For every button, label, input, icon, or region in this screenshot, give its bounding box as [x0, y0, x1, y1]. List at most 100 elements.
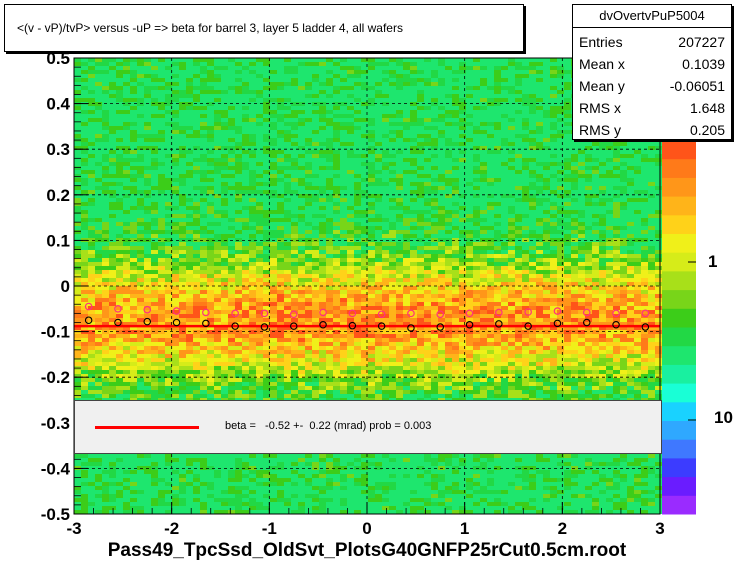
heatmap-cell — [445, 218, 452, 222]
heatmap-cell — [102, 110, 109, 114]
heatmap-cell — [333, 294, 340, 298]
heatmap-cell — [466, 150, 473, 154]
heatmap-cell — [207, 194, 214, 198]
heatmap-cell — [144, 294, 151, 298]
heatmap-cell — [557, 186, 564, 190]
heatmap-cell — [249, 206, 256, 210]
heatmap-cell — [494, 282, 501, 286]
heatmap-cell — [249, 198, 256, 202]
heatmap-cell — [445, 214, 452, 218]
heatmap-cell — [543, 58, 550, 62]
heatmap-cell — [599, 286, 606, 290]
heatmap-cell — [620, 210, 627, 214]
heatmap-cell — [508, 210, 515, 214]
heatmap-cell — [438, 110, 445, 114]
heatmap-cell — [74, 110, 81, 114]
heatmap-cell — [466, 134, 473, 138]
heatmap-cell — [158, 102, 165, 106]
heatmap-cell — [305, 126, 312, 130]
heatmap-cell — [158, 174, 165, 178]
heatmap-cell — [312, 274, 319, 278]
heatmap-cell — [417, 150, 424, 154]
heatmap-cell — [81, 258, 88, 262]
heatmap-cell — [508, 166, 515, 170]
heatmap-cell — [137, 146, 144, 150]
heatmap-cell — [137, 282, 144, 286]
heatmap-cell — [186, 82, 193, 86]
heatmap-cell — [172, 294, 179, 298]
heatmap-cell — [340, 70, 347, 74]
heatmap-cell — [186, 62, 193, 66]
heatmap-cell — [263, 230, 270, 234]
heatmap-cell — [165, 78, 172, 82]
heatmap-cell — [634, 270, 641, 274]
heatmap-cell — [557, 242, 564, 246]
heatmap-cell — [88, 162, 95, 166]
heatmap-cell — [410, 206, 417, 210]
heatmap-cell — [410, 234, 417, 238]
heatmap-cell — [277, 202, 284, 206]
heatmap-cell — [368, 234, 375, 238]
heatmap-cell — [403, 266, 410, 270]
heatmap-cell — [501, 282, 508, 286]
heatmap-cell — [431, 146, 438, 150]
heatmap-cell — [466, 154, 473, 158]
heatmap-cell — [130, 74, 137, 78]
heatmap-cell — [494, 170, 501, 174]
heatmap-cell — [410, 102, 417, 106]
heatmap-cell — [186, 254, 193, 258]
heatmap-cell — [466, 226, 473, 230]
heatmap-cell — [634, 154, 641, 158]
heatmap-cell — [81, 274, 88, 278]
heatmap-cell — [235, 290, 242, 294]
heatmap-cell — [431, 290, 438, 294]
heatmap-cell — [333, 122, 340, 126]
heatmap-cell — [403, 182, 410, 186]
heatmap-cell — [403, 98, 410, 102]
heatmap-cell — [550, 250, 557, 254]
heatmap-cell — [508, 230, 515, 234]
heatmap-cell — [347, 90, 354, 94]
heatmap-cell — [473, 178, 480, 182]
heatmap-cell — [249, 258, 256, 262]
heatmap-cell — [452, 130, 459, 134]
heatmap-cell — [508, 122, 515, 126]
heatmap-cell — [165, 82, 172, 86]
heatmap-cell — [130, 118, 137, 122]
heatmap-cell — [354, 190, 361, 194]
heatmap-cell — [326, 162, 333, 166]
heatmap-cell — [431, 130, 438, 134]
heatmap-cell — [620, 142, 627, 146]
heatmap-cell — [522, 114, 529, 118]
heatmap-cell — [424, 182, 431, 186]
heatmap-cell — [480, 106, 487, 110]
heatmap-cell — [473, 194, 480, 198]
heatmap-cell — [144, 270, 151, 274]
heatmap-cell — [200, 142, 207, 146]
heatmap-cell — [382, 118, 389, 122]
heatmap-cell — [298, 130, 305, 134]
heatmap-cell — [438, 118, 445, 122]
heatmap-cell — [396, 270, 403, 274]
heatmap-cell — [158, 78, 165, 82]
heatmap-cell — [347, 246, 354, 250]
heatmap-cell — [151, 218, 158, 222]
heatmap-cell — [123, 58, 130, 62]
heatmap-cell — [263, 130, 270, 134]
heatmap-cell — [88, 58, 95, 62]
heatmap-cell — [648, 290, 655, 294]
heatmap-cell — [445, 290, 452, 294]
heatmap-cell — [550, 218, 557, 222]
heatmap-cell — [291, 186, 298, 190]
heatmap-cell — [543, 198, 550, 202]
heatmap-cell — [648, 186, 655, 190]
heatmap-cell — [151, 146, 158, 150]
heatmap-cell — [130, 174, 137, 178]
heatmap-cell — [172, 246, 179, 250]
heatmap-cell — [74, 174, 81, 178]
heatmap-cell — [102, 130, 109, 134]
heatmap-cell — [620, 202, 627, 206]
heatmap-cell — [375, 198, 382, 202]
heatmap-cell — [158, 242, 165, 246]
heatmap-cell — [158, 126, 165, 130]
